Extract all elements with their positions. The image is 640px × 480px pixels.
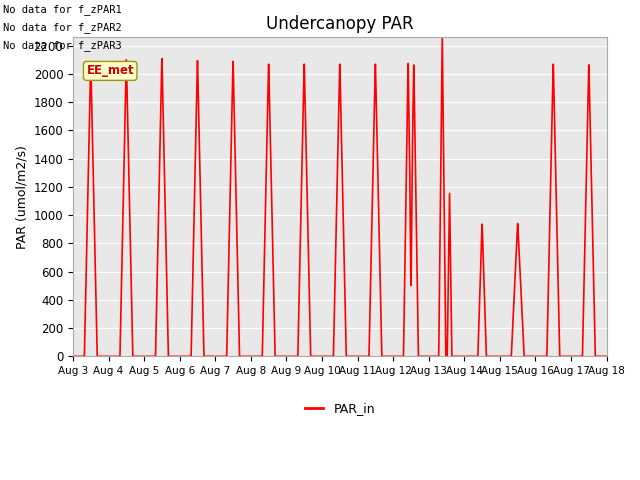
Text: EE_met: EE_met — [86, 64, 134, 77]
Text: No data for f_zPAR2: No data for f_zPAR2 — [3, 22, 122, 33]
Legend: PAR_in: PAR_in — [300, 397, 380, 420]
Text: No data for f_zPAR3: No data for f_zPAR3 — [3, 40, 122, 51]
Title: Undercanopy PAR: Undercanopy PAR — [266, 15, 413, 33]
Y-axis label: PAR (umol/m2/s): PAR (umol/m2/s) — [15, 145, 28, 249]
Text: No data for f_zPAR1: No data for f_zPAR1 — [3, 4, 122, 15]
